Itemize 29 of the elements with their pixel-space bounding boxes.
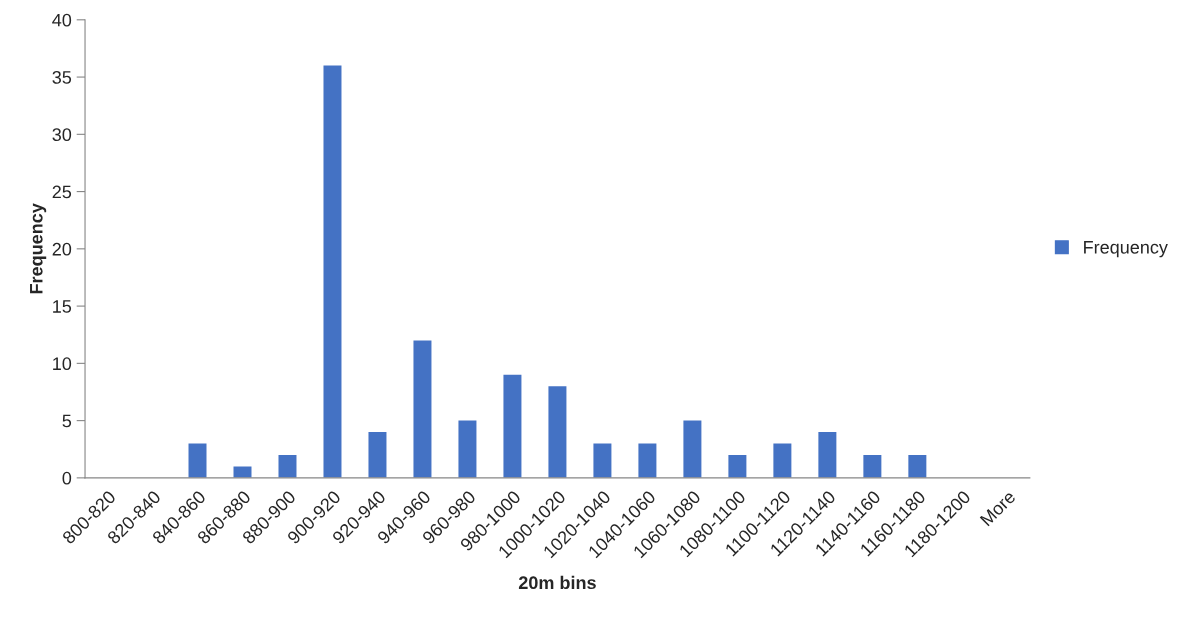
y-tick-label: 10 (53, 357, 72, 371)
bar (233, 466, 252, 478)
bar (188, 443, 207, 478)
bar (368, 432, 387, 478)
bar (593, 443, 612, 478)
legend-label: Frequency (1084, 241, 1168, 258)
bar (908, 454, 927, 478)
bar (773, 443, 792, 478)
y-tick-label: 5 (62, 414, 72, 428)
bar (728, 454, 747, 478)
bar (818, 432, 837, 478)
y-tick-label: 20 (52, 242, 72, 256)
y-tick-label: 40 (52, 13, 72, 27)
y-tick-label: 25 (52, 185, 72, 199)
bar (278, 454, 297, 478)
y-tick-label: 30 (52, 128, 72, 142)
bar (548, 386, 567, 478)
y-tick-label: 0 (62, 471, 72, 485)
x-axis-title: 20m bins (518, 575, 596, 590)
y-tick-label: 15 (53, 300, 72, 313)
bar (863, 454, 882, 478)
bar (458, 420, 477, 478)
bar (638, 443, 657, 478)
bar (323, 65, 342, 478)
bar (503, 374, 522, 478)
bar (683, 420, 702, 478)
bar (413, 340, 432, 478)
y-tick-label: 35 (52, 71, 72, 84)
y-axis-title: Frequency (30, 203, 47, 294)
